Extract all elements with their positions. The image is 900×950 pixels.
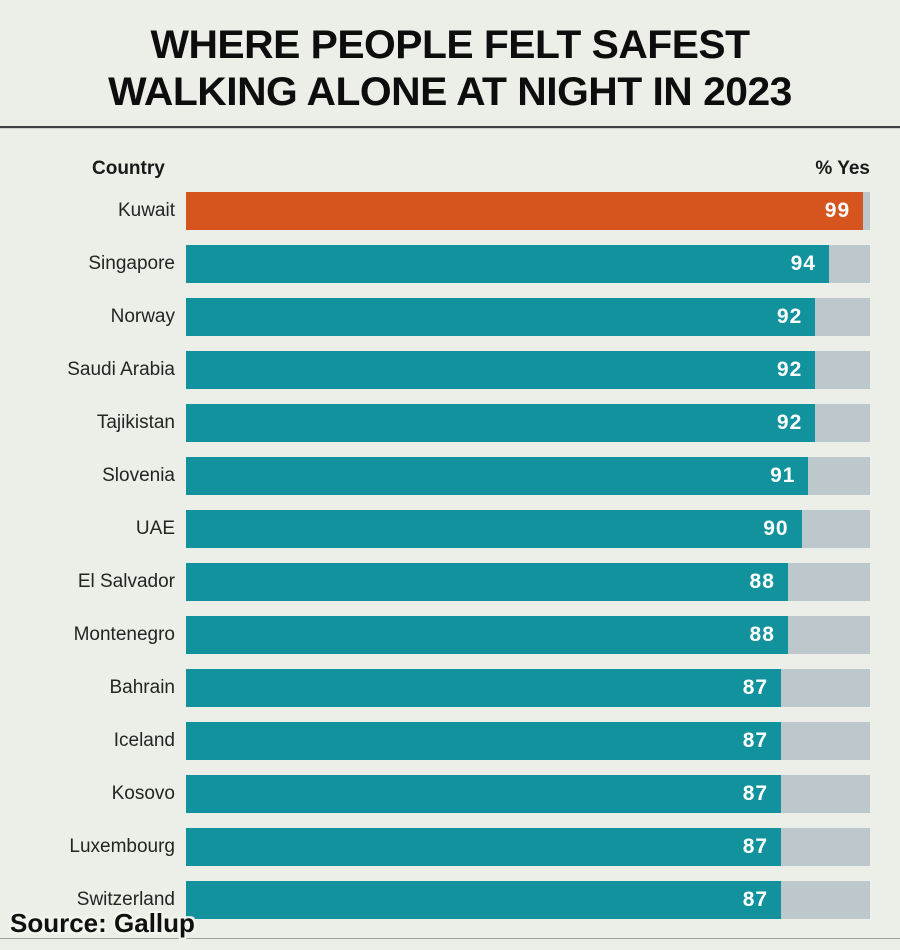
country-label: El Salvador xyxy=(77,570,175,592)
bar-track: 91 xyxy=(186,456,870,495)
bar-track: 87 xyxy=(186,721,870,760)
bar-row: Slovenia 91 xyxy=(0,456,900,495)
bar-track: 87 xyxy=(186,774,870,813)
source-footer: Source: Gallup xyxy=(0,906,900,950)
bar-row: Bahrain 87 xyxy=(0,668,900,707)
bar-row: Kosovo 87 xyxy=(0,774,900,813)
chart-title-line2: WALKING ALONE AT NIGHT IN 2023 xyxy=(108,69,792,114)
bar-row: El Salvador 88 xyxy=(0,562,900,601)
bar-value-label: 90 xyxy=(763,516,789,540)
chart-title-line1: WHERE PEOPLE FELT SAFEST xyxy=(150,23,750,67)
bar: 92 xyxy=(186,350,816,389)
bar-value-label: 94 xyxy=(790,251,816,275)
country-label: Iceland xyxy=(113,729,175,751)
country-label: Kuwait xyxy=(117,199,175,221)
bar-row: Singapore 94 xyxy=(0,244,900,283)
country-label: Tajikistan xyxy=(96,411,175,433)
bar-value-label: 99 xyxy=(824,198,851,222)
bar-track: 92 xyxy=(186,297,870,336)
country-label: Kosovo xyxy=(111,782,175,804)
bar-value-label: 91 xyxy=(770,463,796,487)
bar-row: Saudi Arabia 92 xyxy=(0,350,900,389)
bar-value-label: 87 xyxy=(742,728,769,752)
bar-track: 90 xyxy=(186,509,870,548)
column-headers: Country % Yes xyxy=(92,158,870,180)
bar-row: UAE 90 xyxy=(0,509,900,548)
bar: 87 xyxy=(186,668,782,707)
bar: 88 xyxy=(186,562,788,601)
bar: 92 xyxy=(186,297,816,336)
bar-track: 88 xyxy=(186,615,870,654)
bar: 87 xyxy=(186,827,782,866)
country-label: Luxembourg xyxy=(69,835,175,857)
country-label: Switzerland xyxy=(76,888,175,910)
bar: 88 xyxy=(186,615,788,654)
bar-row: Kuwait 99 xyxy=(0,191,900,230)
bar-value-label: 92 xyxy=(776,410,803,434)
chart-title: WHERE PEOPLE FELT SAFEST WALKING ALONE A… xyxy=(0,0,900,116)
bar-value-label: 88 xyxy=(749,569,775,593)
bar-row: Norway 92 xyxy=(0,297,900,336)
bar-value-label: 92 xyxy=(776,357,803,381)
bar-row: Luxembourg 87 xyxy=(0,827,900,866)
footer-divider xyxy=(0,938,900,939)
bar: 91 xyxy=(186,456,809,495)
bar-value-label: 87 xyxy=(742,781,769,805)
bar-track: 87 xyxy=(186,827,870,866)
country-column-header: Country xyxy=(92,157,165,179)
source-text: Source: Gallup xyxy=(10,908,195,938)
bar: 94 xyxy=(186,244,829,283)
bar: 99 xyxy=(186,191,864,230)
bar-value-label: 92 xyxy=(776,304,803,328)
bar-row: Switzerland 87 xyxy=(0,880,900,919)
bar-track: 92 xyxy=(186,350,870,389)
bar-track: 99 xyxy=(186,191,870,230)
title-divider xyxy=(0,125,900,129)
country-label: Norway xyxy=(110,305,175,327)
bar: 87 xyxy=(186,721,782,760)
country-label: UAE xyxy=(135,517,175,539)
country-label: Slovenia xyxy=(102,464,175,486)
bar-track: 87 xyxy=(186,880,870,919)
country-label: Singapore xyxy=(88,252,175,274)
country-label: Saudi Arabia xyxy=(67,358,175,380)
bar-chart: Kuwait 99 Singapore 94 Norway 92 Saudi A… xyxy=(0,191,900,919)
value-column-header: % Yes xyxy=(815,157,870,179)
bar-row: Iceland 87 xyxy=(0,721,900,760)
bar: 87 xyxy=(186,774,782,813)
bar-track: 94 xyxy=(186,244,870,283)
bar-track: 88 xyxy=(186,562,870,601)
bar-row: Tajikistan 92 xyxy=(0,403,900,442)
bar: 87 xyxy=(186,880,782,919)
bar-value-label: 88 xyxy=(749,622,775,646)
bar-value-label: 87 xyxy=(742,834,769,858)
bar-value-label: 87 xyxy=(742,887,769,911)
bar: 92 xyxy=(186,403,816,442)
country-label: Bahrain xyxy=(109,676,176,698)
country-label: Montenegro xyxy=(73,623,175,645)
bar-value-label: 87 xyxy=(742,675,769,699)
bar-row: Montenegro 88 xyxy=(0,615,900,654)
bar: 90 xyxy=(186,509,802,548)
bar-track: 92 xyxy=(186,403,870,442)
bar-track: 87 xyxy=(186,668,870,707)
